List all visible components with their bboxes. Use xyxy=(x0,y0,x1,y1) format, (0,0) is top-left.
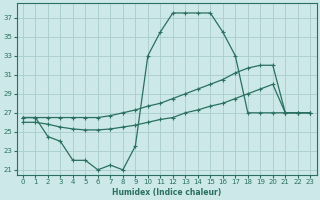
X-axis label: Humidex (Indice chaleur): Humidex (Indice chaleur) xyxy=(112,188,221,197)
